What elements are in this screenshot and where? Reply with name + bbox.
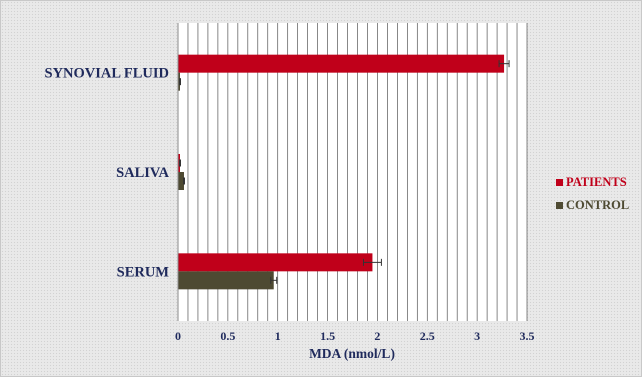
legend-swatch-patients bbox=[556, 179, 563, 186]
x-tick-label: 1 bbox=[275, 329, 281, 343]
legend-label-patients: PATIENTS bbox=[566, 175, 627, 189]
bar-control bbox=[178, 271, 274, 290]
x-tick-label: 2.5 bbox=[420, 329, 435, 343]
bars-group bbox=[178, 54, 510, 290]
x-tick-labels: 0 0.5 1 1.5 2 2.5 3 3.5 bbox=[175, 329, 535, 343]
x-tick-label: 2 bbox=[374, 329, 380, 343]
bar-control bbox=[178, 172, 184, 190]
legend-swatch-control bbox=[556, 202, 563, 209]
x-tick-label: 1.5 bbox=[320, 329, 335, 343]
x-tick-label: 0 bbox=[175, 329, 181, 343]
category-label: SALIVA bbox=[116, 165, 169, 181]
x-tick-label: 3 bbox=[474, 329, 480, 343]
bar-patients bbox=[178, 253, 373, 272]
category-label: SYNOVIAL FLUID bbox=[45, 66, 169, 82]
category-label: SERUM bbox=[117, 264, 170, 280]
legend: PATIENTS CONTROL bbox=[556, 175, 629, 212]
category-labels: SERUM SALIVA SYNOVIAL FLUID bbox=[45, 66, 170, 281]
legend-label-control: CONTROL bbox=[566, 198, 629, 212]
x-tick-label: 3.5 bbox=[520, 329, 535, 343]
x-axis-title: MDA (nmol/L) bbox=[309, 346, 395, 361]
x-tick-label: 0.5 bbox=[220, 329, 235, 343]
bar-patients bbox=[178, 54, 505, 73]
